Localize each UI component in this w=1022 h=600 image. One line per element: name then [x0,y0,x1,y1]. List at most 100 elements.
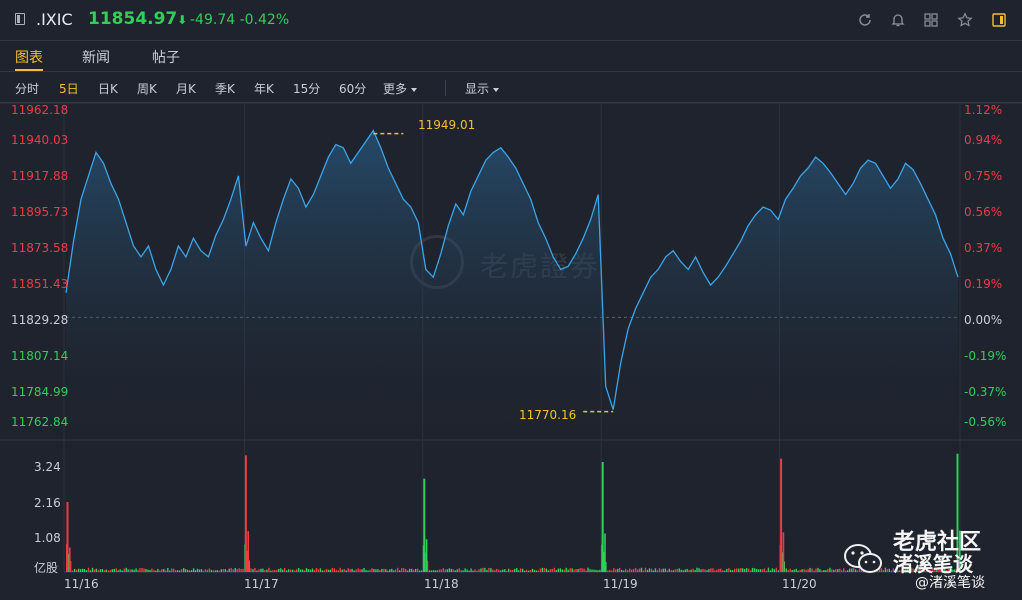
volume-bar [143,568,145,572]
volume-bar [476,570,478,572]
volume-bar [559,568,561,572]
refresh-icon[interactable] [857,12,873,28]
last-price-value: 11854.97 [88,9,178,29]
volume-bar [629,568,631,572]
volume-bar [323,570,326,572]
bell-icon[interactable] [890,12,906,28]
volume-bar [738,568,740,572]
volume-bar [335,569,337,572]
volume-bar [767,567,770,572]
volume-bar [91,567,94,572]
period-quarterly-k[interactable]: 季K [215,82,235,96]
period-yearly-k[interactable]: 年K [254,82,274,96]
volume-bar [516,568,518,572]
period-15min[interactable]: 15分 [293,82,321,96]
volume-bar [523,570,526,572]
volume-bar [674,569,676,572]
volume-bar [551,568,553,572]
volume-bar [212,570,215,572]
volume-bar [345,570,347,572]
volume-bar [456,569,458,572]
volume-bar [70,561,72,572]
volume-bar [242,568,244,572]
volume-bar [817,567,819,572]
volume-bar [412,569,415,572]
volume-bar [452,569,454,572]
volume-bar [726,568,728,572]
sidebar-toggle-icon[interactable] [15,13,25,25]
volume-bar [698,568,700,572]
period-daily-k[interactable]: 日K [98,82,118,96]
volume-spike-bar [66,502,69,572]
volume-bar [769,570,772,572]
volume-bar [488,567,490,572]
period-intraday[interactable]: 分时 [15,82,40,96]
volume-bar [573,569,575,572]
volume-bar [825,570,827,572]
volume-bar [317,569,320,572]
volume-bar [184,569,187,572]
author-handle: @渚溪笔谈 [915,575,985,591]
volume-bar [266,569,268,572]
volume-bar [260,568,262,572]
tab-posts[interactable]: 帖子 [152,50,180,66]
volume-bar [803,569,805,572]
volume-bar [605,562,607,572]
star-icon[interactable] [957,12,973,28]
volume-bar [543,568,546,572]
layout-toggle-icon[interactable] [991,12,1007,28]
volume-bar [256,570,258,572]
grid-icon[interactable] [923,12,939,28]
volume-bar [504,569,506,572]
volume-bar [779,544,781,572]
volume-bar [734,568,736,572]
volume-bar [785,568,787,572]
volume-bar [290,569,292,572]
volume-bar [555,570,557,572]
period-monthly-k[interactable]: 月K [176,82,196,96]
volume-bar [480,568,482,572]
display-dropdown[interactable]: 显示 [465,80,500,97]
volume-bar [141,567,143,572]
volume-bar [644,567,647,572]
volume-bar [599,569,601,572]
volume-bar [577,569,579,572]
volume-bar [755,568,758,572]
volume-bar [591,569,593,572]
volume-bar [496,568,498,572]
volume-bar [525,569,528,572]
percent-tick: 0.19% [964,277,1003,291]
volume-bar [236,569,238,572]
volume-bar [815,568,817,572]
tab-news[interactable]: 新闻 [82,50,110,66]
volume-bar [367,570,369,572]
volume-bar [79,569,82,572]
date-tick: 11/18 [424,577,459,591]
volume-bar [115,568,117,572]
volume-bar [630,569,633,572]
volume-bar [517,570,520,572]
volume-bar [454,570,456,572]
volume-bar [252,569,254,572]
volume-spike-bar [601,462,604,572]
volume-bar [214,570,217,572]
volume-bar [519,568,522,572]
period-60min[interactable]: 60分 [339,82,367,96]
period-5day[interactable]: 5日 [59,82,79,96]
volume-bar [208,568,211,572]
tab-chart[interactable]: 图表 [15,50,43,66]
volume-bar [99,569,102,572]
period-more-dropdown[interactable]: 更多 [383,80,418,97]
volume-bar [264,570,266,572]
volume-bar [218,570,220,572]
symbol-label: .IXIC [36,10,73,29]
volume-bar [303,570,306,572]
volume-bar [765,570,768,572]
volume-bar [714,570,716,572]
volume-bar [244,544,246,572]
price-tick: 11962.18 [11,103,69,117]
period-weekly-k[interactable]: 周K [137,82,157,96]
volume-bar [230,567,232,572]
volume-spike-bar [69,547,71,572]
volume-bar [751,567,754,572]
